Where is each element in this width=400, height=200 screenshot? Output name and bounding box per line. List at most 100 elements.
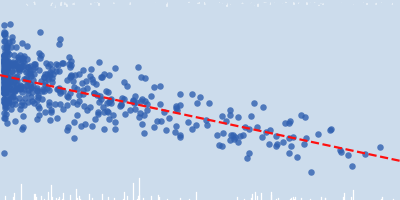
Point xyxy=(274,142,280,145)
Point xyxy=(18,62,24,66)
Point xyxy=(219,145,225,148)
Point xyxy=(4,66,10,69)
Point xyxy=(106,73,112,76)
Point xyxy=(1,58,7,61)
Point xyxy=(14,59,21,62)
Point xyxy=(1,84,7,87)
Point xyxy=(41,89,48,92)
Point xyxy=(101,73,107,76)
Point xyxy=(308,171,314,174)
Point xyxy=(2,105,9,108)
Point xyxy=(4,82,11,86)
Point xyxy=(2,85,9,88)
Point xyxy=(71,120,77,123)
Point xyxy=(41,111,48,114)
Point xyxy=(60,61,66,65)
Point xyxy=(1,97,8,101)
Point xyxy=(39,98,45,101)
Point xyxy=(20,68,26,71)
Point xyxy=(74,102,80,106)
Point xyxy=(17,86,23,90)
Point xyxy=(135,65,141,69)
Point xyxy=(231,137,237,140)
Point xyxy=(302,116,308,119)
Point xyxy=(18,85,24,88)
Point xyxy=(189,92,195,95)
Point xyxy=(6,88,12,91)
Point xyxy=(74,113,80,117)
Point xyxy=(2,59,9,62)
Point xyxy=(2,49,8,52)
Point xyxy=(18,90,25,94)
Point xyxy=(95,110,102,114)
Point xyxy=(20,104,27,107)
Point xyxy=(1,66,8,69)
Point xyxy=(1,70,7,73)
Point xyxy=(2,100,8,104)
Point xyxy=(337,148,344,152)
Point xyxy=(2,67,9,71)
Point xyxy=(48,110,55,114)
Point xyxy=(301,143,307,146)
Point xyxy=(197,96,203,99)
Point xyxy=(112,66,118,69)
Point xyxy=(8,64,14,67)
Point xyxy=(1,92,7,95)
Point xyxy=(42,83,49,87)
Point xyxy=(4,50,10,53)
Point xyxy=(77,125,84,128)
Point xyxy=(76,72,82,75)
Point xyxy=(53,62,59,65)
Point xyxy=(184,121,191,124)
Point xyxy=(2,78,9,81)
Point xyxy=(173,125,180,128)
Point xyxy=(65,55,72,58)
Point xyxy=(1,81,7,84)
Point xyxy=(4,49,10,53)
Point xyxy=(1,92,8,95)
Point xyxy=(5,76,11,80)
Point xyxy=(2,100,9,103)
Point xyxy=(49,81,56,84)
Point xyxy=(22,97,28,100)
Point xyxy=(2,35,8,38)
Point xyxy=(1,79,7,82)
Point xyxy=(227,114,234,117)
Point xyxy=(54,116,60,120)
Point xyxy=(16,97,23,100)
Point xyxy=(12,98,18,101)
Point xyxy=(136,115,142,118)
Point xyxy=(78,82,85,85)
Point xyxy=(98,97,104,100)
Point xyxy=(151,125,157,128)
Point xyxy=(2,78,8,81)
Point xyxy=(254,125,260,129)
Point xyxy=(45,64,51,67)
Point xyxy=(2,106,8,109)
Point xyxy=(70,101,77,104)
Point xyxy=(6,52,12,55)
Point xyxy=(46,100,52,103)
Point xyxy=(140,131,147,135)
Point xyxy=(8,40,15,43)
Point xyxy=(9,71,16,74)
Point xyxy=(29,99,36,102)
Point xyxy=(42,80,48,84)
Point xyxy=(246,151,252,155)
Point xyxy=(176,103,183,106)
Point xyxy=(49,77,55,80)
Point xyxy=(273,135,280,138)
Point xyxy=(13,88,19,91)
Point xyxy=(349,164,356,168)
Point xyxy=(132,107,139,110)
Point xyxy=(44,72,50,75)
Point xyxy=(7,80,14,83)
Point xyxy=(1,75,7,79)
Point xyxy=(189,127,195,130)
Point xyxy=(2,66,9,69)
Point xyxy=(108,102,114,105)
Point xyxy=(176,92,183,96)
Point xyxy=(14,79,20,82)
Point xyxy=(282,122,288,125)
Point xyxy=(235,140,241,144)
